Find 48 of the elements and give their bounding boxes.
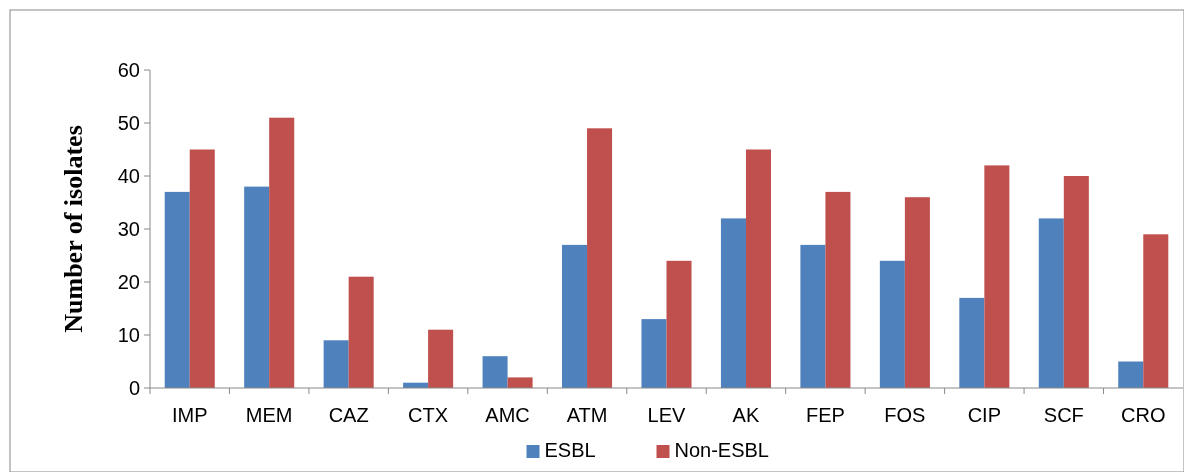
x-tick-label: ATM (566, 404, 608, 426)
bar (323, 340, 349, 388)
x-tick-label: CTX (408, 404, 449, 426)
x-tick-label: CRO (1121, 404, 1166, 426)
x-tick-label: CIP (967, 404, 1002, 426)
bar (164, 191, 190, 388)
bar (879, 260, 905, 388)
bar (587, 128, 613, 388)
bar (959, 297, 985, 388)
bar (745, 149, 771, 388)
y-tick-label: 0 (128, 377, 140, 399)
x-tick-label: SCF (1043, 404, 1084, 426)
legend-label: ESBL (544, 439, 596, 461)
y-tick-label: 30 (117, 218, 140, 240)
y-tick-label: 20 (117, 271, 140, 293)
x-tick-label: CAZ (328, 404, 369, 426)
bar (1118, 361, 1144, 388)
bar (720, 218, 746, 388)
x-tick-label: FEP (805, 404, 845, 426)
bar (244, 186, 270, 388)
x-tick-label: FOS (884, 404, 926, 426)
legend-label: Non-ESBL (674, 439, 769, 461)
bar (984, 165, 1010, 388)
bar (507, 377, 533, 388)
bar (1143, 234, 1169, 388)
y-axis-title: Number of isolates (59, 125, 88, 333)
y-tick-label: 60 (117, 59, 140, 81)
bar (428, 329, 454, 388)
x-tick-label: MEM (245, 404, 293, 426)
bar (825, 191, 851, 388)
bar (1063, 176, 1089, 388)
bar (189, 149, 215, 388)
bar (348, 276, 374, 388)
y-tick-label: 10 (117, 324, 140, 346)
bar (269, 117, 295, 388)
x-tick-label: AMC (485, 404, 530, 426)
bar (562, 244, 588, 388)
bar (666, 260, 692, 388)
x-tick-label: LEV (647, 404, 687, 426)
bar (800, 244, 826, 388)
y-tick-label: 40 (117, 165, 140, 187)
x-tick-label: AK (732, 404, 760, 426)
bar (1038, 218, 1064, 388)
x-tick-label: IMP (171, 404, 208, 426)
y-tick-label: 50 (117, 112, 140, 134)
bar (482, 356, 508, 388)
bar (641, 319, 667, 388)
bar (904, 197, 930, 388)
